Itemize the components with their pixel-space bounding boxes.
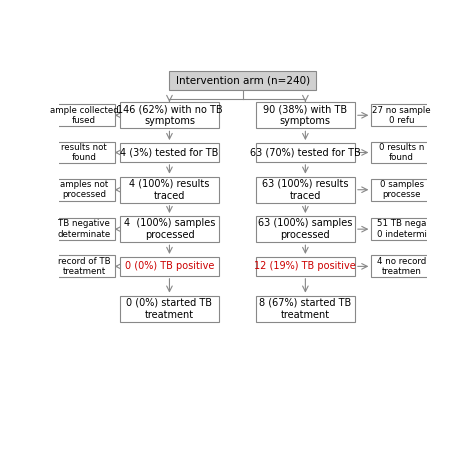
- FancyBboxPatch shape: [54, 179, 115, 201]
- Text: 4 no record
treatmen: 4 no record treatmen: [377, 257, 426, 276]
- FancyBboxPatch shape: [371, 218, 432, 240]
- FancyBboxPatch shape: [371, 179, 432, 201]
- Text: 0 (0%) started TB
treatment: 0 (0%) started TB treatment: [127, 298, 212, 319]
- FancyBboxPatch shape: [256, 296, 355, 322]
- FancyBboxPatch shape: [120, 177, 219, 203]
- FancyBboxPatch shape: [120, 143, 219, 162]
- Text: 27 no sample
0 refu: 27 no sample 0 refu: [372, 106, 431, 125]
- Text: 63 (100%) samples
processed: 63 (100%) samples processed: [258, 219, 353, 240]
- Text: 0 (0%) TB positive: 0 (0%) TB positive: [125, 261, 214, 272]
- Text: 63 (100%) results
traced: 63 (100%) results traced: [262, 179, 348, 201]
- Text: results not
found: results not found: [61, 143, 107, 162]
- FancyBboxPatch shape: [371, 142, 432, 164]
- FancyBboxPatch shape: [54, 255, 115, 277]
- Text: 63 (70%) tested for TB: 63 (70%) tested for TB: [250, 147, 361, 157]
- Text: 0 samples
processe: 0 samples processe: [380, 180, 424, 200]
- FancyBboxPatch shape: [120, 296, 219, 322]
- FancyBboxPatch shape: [54, 218, 115, 240]
- Text: 0 results n
found: 0 results n found: [379, 143, 424, 162]
- Text: 4 (3%) tested for TB: 4 (3%) tested for TB: [120, 147, 219, 157]
- Text: ample collected
fused: ample collected fused: [50, 106, 118, 125]
- FancyBboxPatch shape: [169, 71, 316, 90]
- Text: Intervention arm (n=240): Intervention arm (n=240): [176, 76, 310, 86]
- Text: TB negative
determinate: TB negative determinate: [58, 219, 111, 239]
- FancyBboxPatch shape: [120, 102, 219, 128]
- FancyBboxPatch shape: [54, 142, 115, 164]
- Text: 146 (62%) with no TB
symptoms: 146 (62%) with no TB symptoms: [117, 104, 222, 126]
- FancyBboxPatch shape: [256, 257, 355, 276]
- Text: amples not
processed: amples not processed: [60, 180, 109, 200]
- Text: 4 (100%) results
traced: 4 (100%) results traced: [129, 179, 210, 201]
- FancyBboxPatch shape: [256, 143, 355, 162]
- FancyBboxPatch shape: [371, 104, 432, 126]
- Text: 12 (19%) TB positive: 12 (19%) TB positive: [255, 261, 356, 272]
- FancyBboxPatch shape: [371, 255, 432, 277]
- Text: record of TB
treatment: record of TB treatment: [58, 257, 110, 276]
- Text: 4  (100%) samples
processed: 4 (100%) samples processed: [124, 219, 215, 240]
- FancyBboxPatch shape: [256, 102, 355, 128]
- FancyBboxPatch shape: [256, 177, 355, 203]
- FancyBboxPatch shape: [54, 104, 115, 126]
- FancyBboxPatch shape: [120, 257, 219, 276]
- FancyBboxPatch shape: [256, 216, 355, 242]
- FancyBboxPatch shape: [120, 216, 219, 242]
- Text: 51 TB nega
0 indetermi: 51 TB nega 0 indetermi: [377, 219, 427, 239]
- Text: 8 (67%) started TB
treatment: 8 (67%) started TB treatment: [259, 298, 352, 319]
- Text: 90 (38%) with TB
symptoms: 90 (38%) with TB symptoms: [264, 104, 347, 126]
